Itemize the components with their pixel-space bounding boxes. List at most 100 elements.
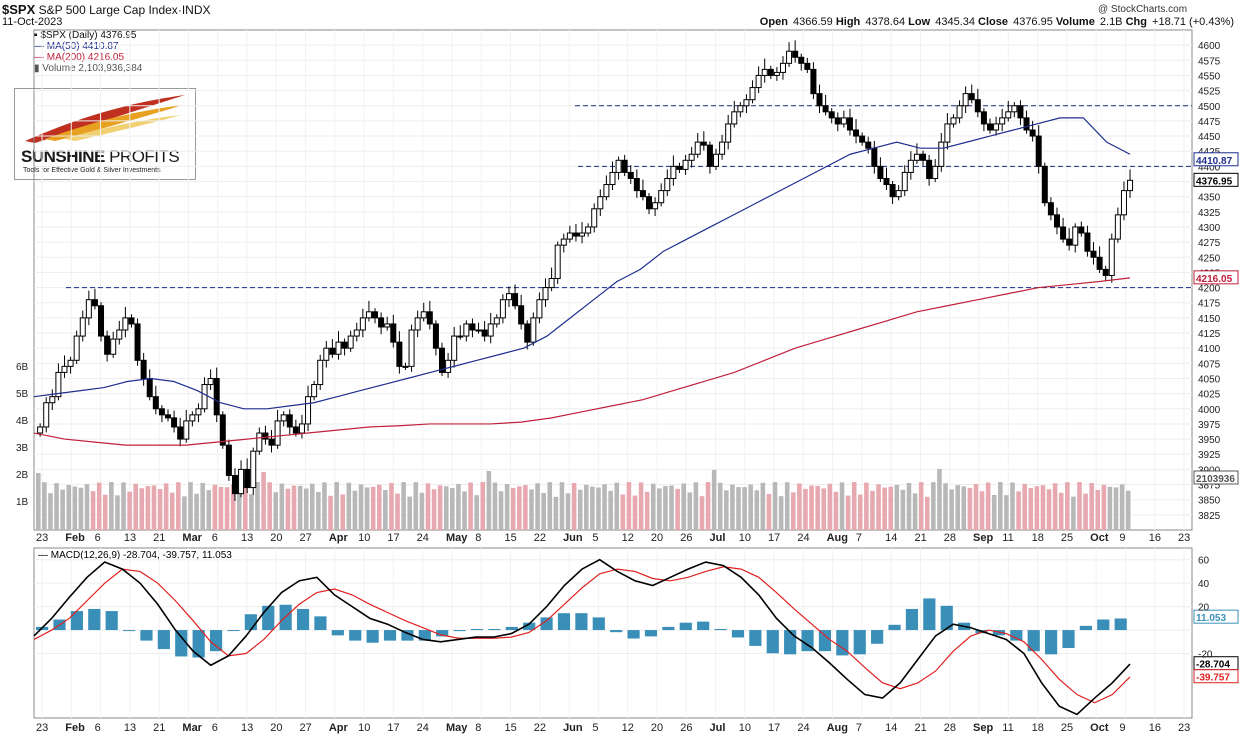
candle-body	[1127, 179, 1134, 192]
change-label: Chg	[1125, 16, 1147, 28]
macd-histogram-bar	[401, 630, 414, 641]
x-tick-label: 9	[1119, 722, 1125, 734]
x-tick-label: 17	[387, 722, 399, 734]
candle-body	[1084, 232, 1091, 252]
candle-body	[560, 238, 567, 246]
x-tick-label: 26	[680, 532, 692, 544]
x-tick-label: 10	[739, 532, 751, 544]
x-tick-label: Jun	[563, 722, 583, 734]
candle-body	[810, 68, 817, 95]
price-tick-label: 4150	[1198, 314, 1221, 325]
macd-histogram-bar	[1010, 630, 1023, 641]
volume-bar	[224, 487, 230, 530]
volume-bar	[389, 482, 394, 530]
x-tick-label: 25	[1061, 722, 1073, 734]
candle-body	[688, 153, 695, 161]
candle-body	[91, 299, 98, 307]
macd-histogram-bar	[662, 626, 675, 631]
open-value: 4366.59	[792, 16, 833, 28]
x-tick-label: May	[446, 532, 468, 544]
volume-bar	[602, 484, 607, 530]
candle-body	[244, 468, 251, 489]
candle-body	[999, 117, 1006, 125]
candle-body	[177, 426, 184, 440]
macd-histogram-bar	[296, 608, 310, 631]
macd-histogram-bar	[140, 630, 153, 641]
price-tick-label: 3825	[1198, 511, 1221, 522]
macd-histogram-bar	[192, 630, 205, 658]
volume-bar	[742, 487, 747, 530]
candle-body	[1023, 117, 1030, 131]
volume-bar	[78, 487, 84, 530]
candle-body	[749, 87, 756, 101]
macd-histogram-bar	[853, 630, 866, 655]
volume-bar	[760, 482, 766, 530]
x-tick-label: 21	[914, 722, 926, 734]
candle-body	[445, 359, 452, 373]
volume-bar	[650, 483, 656, 530]
macd-histogram-bar	[331, 630, 344, 636]
candle-body	[694, 141, 701, 155]
candle-body	[883, 177, 890, 186]
x-tick-label: 15	[505, 722, 517, 734]
volume-bar	[632, 495, 638, 530]
candle-body	[792, 50, 799, 58]
macd-histogram-bar	[731, 630, 745, 638]
macd-histogram-bar	[592, 617, 605, 631]
exchange: INDX	[181, 3, 211, 17]
candle-body	[1090, 250, 1097, 258]
volume-bar	[858, 494, 863, 530]
volume-bar	[614, 482, 620, 530]
candle-body	[615, 159, 622, 173]
volume-bar	[669, 485, 674, 530]
candle-body	[840, 117, 847, 125]
volume-bar	[888, 486, 894, 530]
volume-bar	[998, 482, 1003, 530]
candle-body	[950, 117, 957, 125]
volume-bar	[1083, 493, 1088, 530]
volume-bar	[139, 488, 145, 530]
candle-body	[512, 293, 519, 307]
price-tick-label: 4500	[1198, 102, 1221, 113]
x-tick-label: Aug	[827, 532, 848, 544]
candle-body	[207, 377, 214, 386]
macd-histogram-bar	[349, 630, 362, 641]
candle-body	[475, 329, 482, 332]
x-tick-label: 8	[475, 722, 481, 734]
volume-value-tag: 2103936	[1196, 474, 1235, 485]
price-tick-label: 4275	[1198, 238, 1221, 249]
volume-bar	[72, 486, 78, 530]
volume-bar	[1071, 496, 1076, 530]
candle-body	[1029, 129, 1036, 137]
x-tick-label: 17	[768, 722, 780, 734]
volume-bar	[1077, 482, 1082, 530]
price-tick-label: 3925	[1198, 450, 1221, 461]
x-tick-label: 24	[417, 532, 429, 544]
candle-body	[633, 177, 640, 192]
x-tick-label: 24	[417, 722, 429, 734]
candle-body	[134, 323, 141, 361]
volume-bar	[809, 485, 814, 530]
candle-body	[658, 190, 665, 204]
legend-volume: ▮ Volume 2,103,936,384	[34, 63, 143, 74]
candle-body	[347, 335, 354, 349]
open-label: Open	[759, 16, 788, 28]
macd-histogram-bar	[1027, 630, 1040, 652]
legend-price: ▪ $SPX (Daily) 4376.95	[34, 30, 137, 41]
candle-body	[627, 171, 634, 179]
volume-bar	[736, 487, 741, 530]
candle-body	[542, 287, 549, 301]
volume-bar	[894, 484, 900, 530]
x-tick-label: 8	[475, 532, 481, 544]
volume-bar	[943, 483, 948, 530]
candle-body	[323, 347, 330, 361]
volume-bar	[297, 485, 303, 530]
macd-histogram-bar	[244, 614, 257, 631]
volume-bar	[748, 484, 753, 530]
candle-body	[79, 317, 86, 337]
x-tick-label: 26	[680, 722, 692, 734]
candle-body	[962, 93, 969, 107]
volume-bar	[316, 492, 321, 530]
candle-body	[1060, 226, 1067, 240]
price-tick-label: 4125	[1198, 329, 1221, 340]
